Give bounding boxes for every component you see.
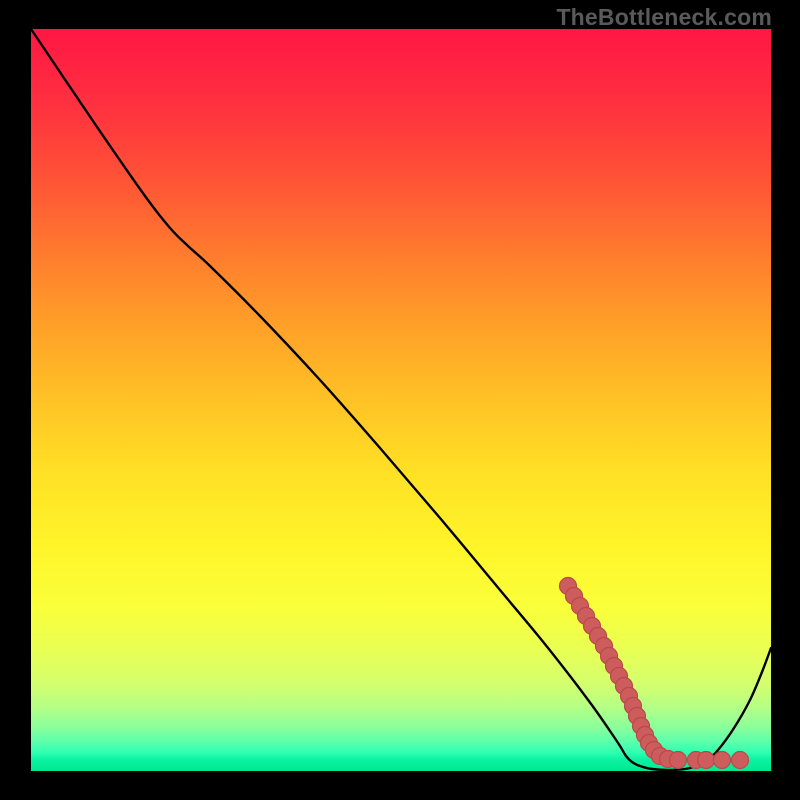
scatter-point	[732, 752, 749, 769]
plot-area-rect	[31, 29, 771, 771]
chart-frame: TheBottleneck.com	[0, 0, 800, 800]
watermark-label: TheBottleneck.com	[556, 4, 772, 31]
bottleneck-chart	[0, 0, 800, 800]
scatter-point	[698, 752, 715, 769]
scatter-point	[714, 752, 731, 769]
scatter-point	[670, 752, 687, 769]
